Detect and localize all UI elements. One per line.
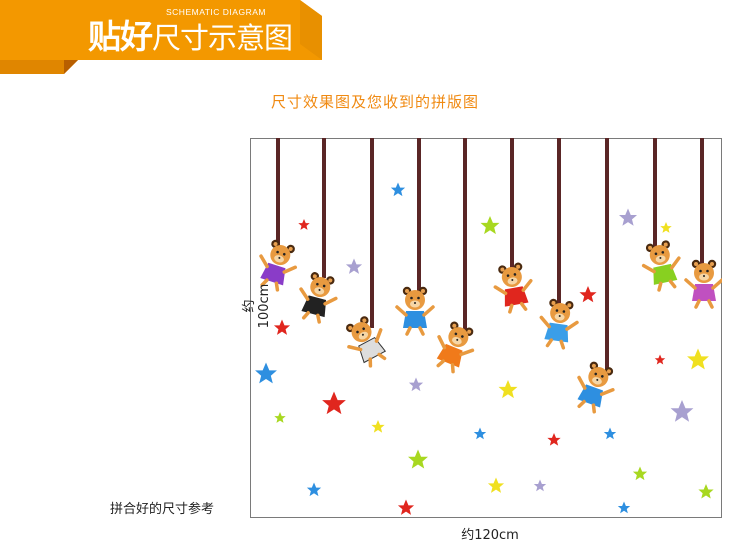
star	[273, 319, 291, 335]
star	[397, 499, 415, 515]
illustration-frame	[250, 138, 722, 518]
bear-figure	[490, 259, 538, 316]
bear-figure	[292, 267, 343, 327]
star	[632, 466, 648, 481]
wall-sticker-illustration	[250, 138, 722, 515]
bear-figure	[337, 310, 396, 373]
bear-figure	[250, 235, 304, 295]
star	[498, 380, 518, 399]
star	[618, 208, 638, 226]
rope	[700, 138, 704, 266]
width-label: 约120cm	[461, 528, 519, 543]
reference-label: 拼合好的尺寸参考	[110, 502, 215, 517]
rope	[276, 138, 280, 246]
bear-figure	[568, 356, 622, 417]
star	[255, 362, 277, 384]
star	[687, 348, 709, 370]
star	[698, 484, 714, 499]
rope	[510, 138, 514, 270]
rope	[370, 138, 374, 328]
ropes	[276, 138, 704, 370]
rope	[557, 138, 561, 306]
star	[617, 501, 631, 514]
page-heading: 尺寸效果图及您收到的拼版图	[270, 93, 479, 111]
bear-figure	[395, 285, 435, 336]
star	[579, 286, 597, 303]
star	[408, 449, 428, 469]
star	[487, 477, 505, 493]
rope	[417, 138, 421, 291]
banner-title-thin: 尺寸示意图	[152, 21, 293, 55]
star	[480, 216, 500, 235]
rope	[653, 138, 657, 248]
star	[547, 433, 561, 446]
bear-figure	[637, 236, 687, 294]
rope	[605, 138, 609, 370]
banner-title-bold: 贴好	[88, 17, 153, 56]
star	[390, 182, 406, 197]
bear-figure	[427, 316, 482, 378]
rope	[463, 138, 467, 330]
star	[322, 391, 346, 415]
bear-figure	[684, 258, 722, 309]
star	[345, 258, 363, 274]
star	[654, 354, 666, 365]
star	[408, 377, 424, 392]
star	[533, 479, 547, 492]
star	[603, 427, 617, 440]
banner-title: 贴好尺寸示意图	[88, 10, 293, 58]
star	[670, 400, 694, 422]
bear-figure	[535, 295, 582, 351]
star	[274, 412, 286, 423]
star	[298, 219, 310, 230]
height-label: 约100cm	[242, 283, 272, 329]
star	[306, 482, 322, 497]
rope	[322, 138, 326, 278]
banner	[0, 0, 322, 74]
star	[371, 420, 385, 433]
star	[473, 427, 487, 440]
banner-subtitle: SCHEMATIC DIAGRAM	[166, 7, 266, 17]
star	[660, 222, 672, 233]
